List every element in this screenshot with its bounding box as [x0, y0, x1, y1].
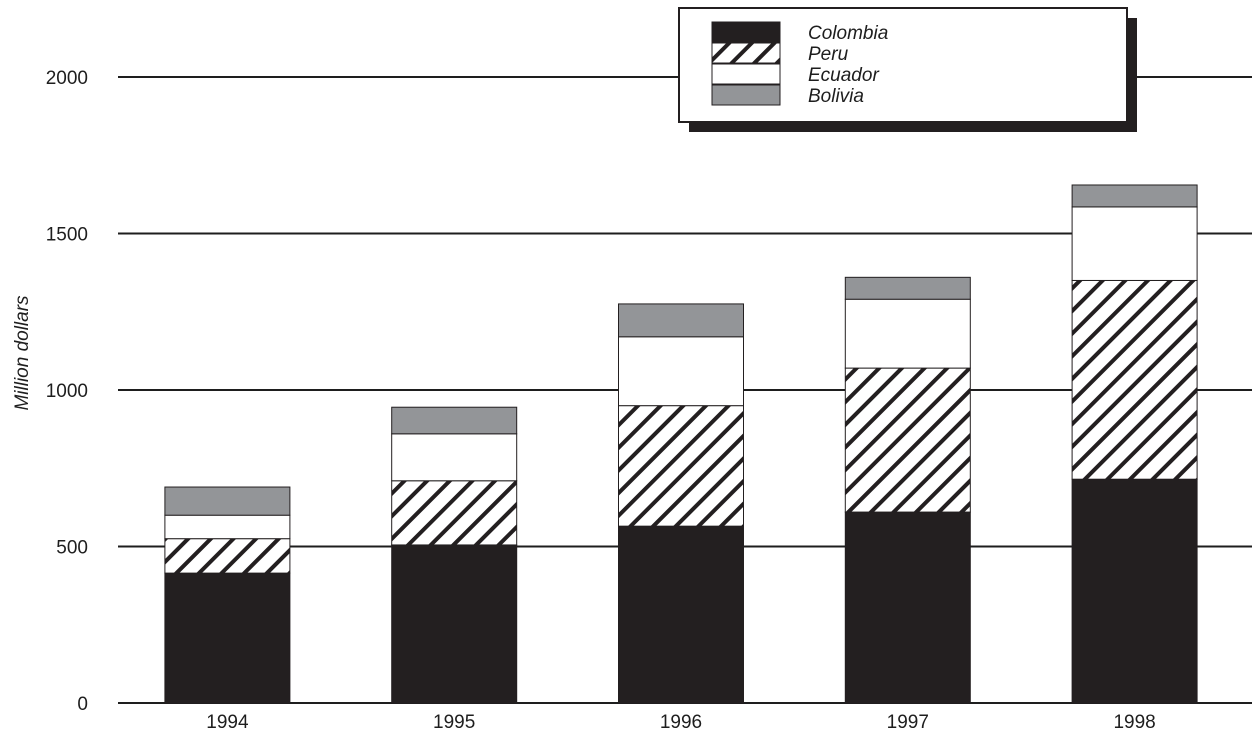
x-tick-label: 1998: [1113, 712, 1155, 733]
legend-swatch-peru: [711, 42, 781, 64]
bar-segment-peru: [391, 480, 518, 546]
y-axis-ticks: 0 500 1000 1500 2000: [46, 68, 88, 715]
legend-swatch-bolivia: [711, 84, 781, 106]
x-tick-label: 1994: [206, 712, 249, 733]
bar-segment-bolivia: [844, 276, 971, 300]
y-tick-label: 1000: [46, 381, 88, 402]
y-tick-label: 1500: [46, 225, 88, 246]
bar-segment-bolivia: [391, 406, 518, 435]
bar-segment-colombia: [1071, 478, 1198, 704]
legend-label-bolivia: Bolivia: [808, 86, 864, 107]
legend-label-colombia: Colombia: [808, 23, 888, 44]
x-axis-ticks: 1994 1995 1996 1997 1998: [206, 712, 1155, 733]
legend-swatch-ecuador: [711, 63, 781, 85]
bar-segment-ecuador: [164, 514, 291, 540]
legend-label-peru: Peru: [808, 44, 849, 65]
bar-segment-bolivia: [164, 486, 291, 516]
y-tick-label: 2000: [46, 68, 88, 89]
bar-segment-colombia: [618, 525, 744, 704]
bar-segment-peru: [1071, 279, 1198, 480]
bar-segment-colombia: [391, 544, 518, 704]
bar-segment-ecuador: [1071, 206, 1198, 281]
bar-segment-ecuador: [391, 433, 518, 482]
bar-segment-colombia: [164, 572, 291, 704]
x-tick-label: 1997: [887, 712, 929, 733]
x-tick-label: 1995: [433, 712, 475, 733]
y-tick-label: 500: [56, 538, 88, 559]
x-tick-label: 1996: [660, 712, 702, 733]
bars: [164, 184, 1198, 704]
bar-segment-bolivia: [618, 303, 744, 338]
legend-label-ecuador: Ecuador: [808, 65, 879, 86]
bar-segment-colombia: [844, 511, 971, 704]
bar-segment-peru: [618, 405, 744, 527]
bar-segment-ecuador: [844, 298, 971, 369]
y-tick-label: 0: [77, 694, 88, 715]
bar-segment-peru: [844, 367, 971, 513]
legend-swatch-colombia: [711, 21, 781, 43]
bar-segment-peru: [164, 538, 291, 574]
y-axis-label: Million dollars: [12, 295, 33, 411]
bar-segment-bolivia: [1071, 184, 1198, 208]
bar-segment-ecuador: [618, 336, 744, 407]
